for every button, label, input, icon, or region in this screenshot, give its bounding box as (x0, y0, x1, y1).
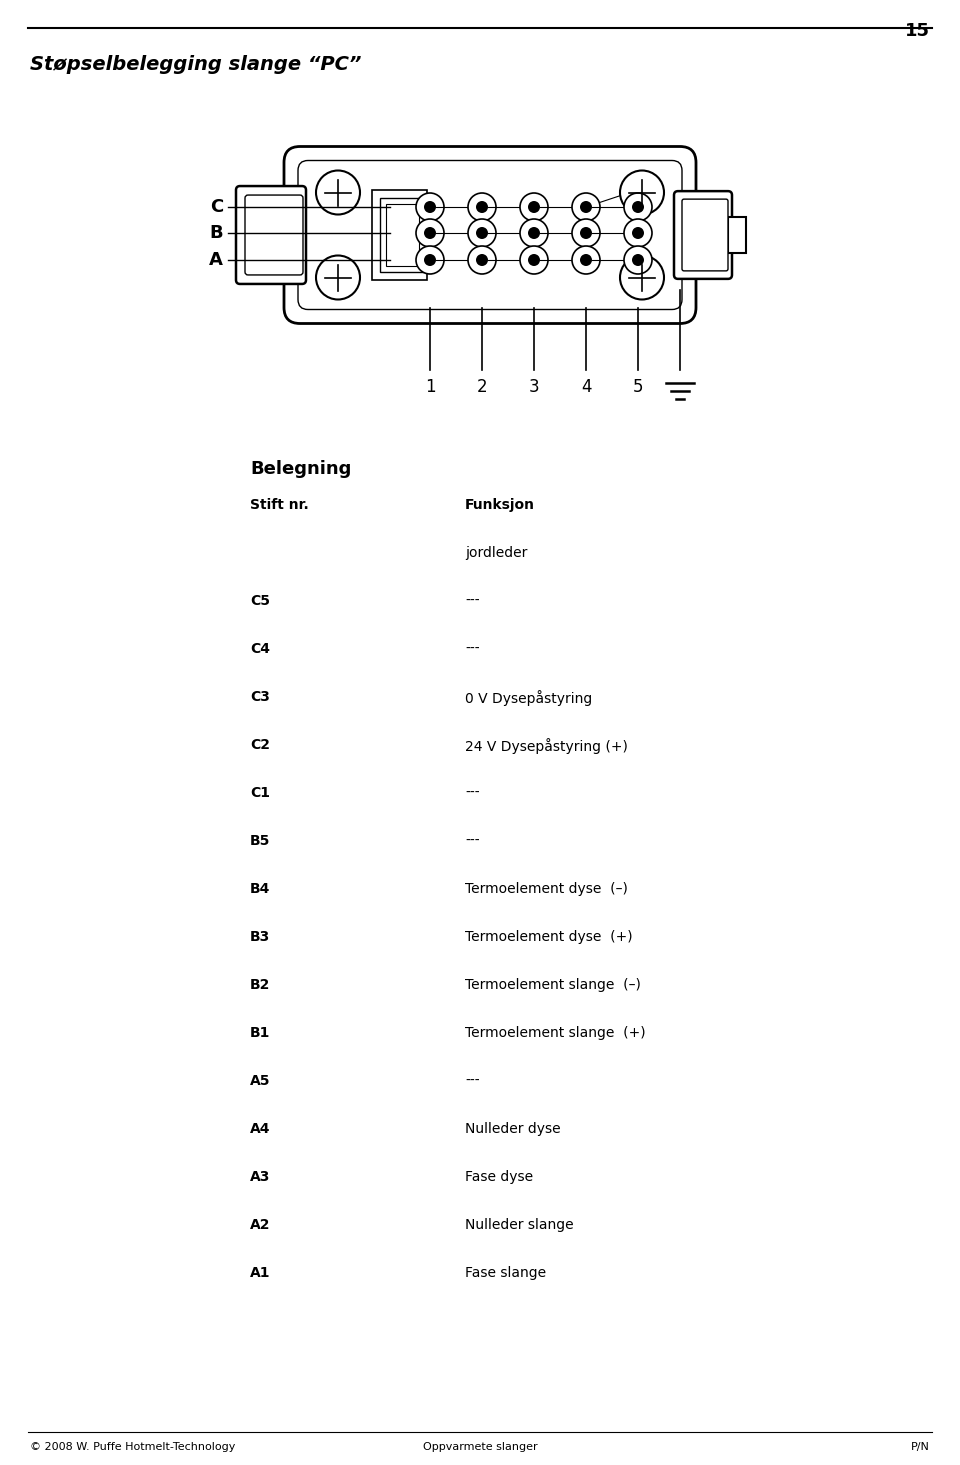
Text: jordleder: jordleder (465, 546, 527, 560)
Text: Støpselbelegging slange “PC”: Støpselbelegging slange “PC” (30, 56, 361, 75)
Circle shape (316, 170, 360, 214)
Text: Nulleder dyse: Nulleder dyse (465, 1122, 561, 1135)
Text: Stift nr.: Stift nr. (250, 498, 309, 511)
Circle shape (424, 201, 436, 212)
Text: Termoelement slange  (+): Termoelement slange (+) (465, 1026, 646, 1040)
Circle shape (528, 227, 540, 239)
Circle shape (624, 246, 652, 274)
Circle shape (624, 218, 652, 248)
Circle shape (528, 253, 540, 267)
Text: A4: A4 (250, 1122, 271, 1135)
Circle shape (468, 246, 496, 274)
Text: A3: A3 (250, 1171, 271, 1184)
Bar (372, 190, 427, 280)
Circle shape (528, 201, 540, 212)
Circle shape (580, 253, 592, 267)
Circle shape (572, 218, 600, 248)
Text: ---: --- (465, 1074, 480, 1088)
Text: 4: 4 (581, 378, 591, 396)
Text: B2: B2 (250, 979, 271, 992)
Text: 2: 2 (477, 378, 488, 396)
Circle shape (624, 193, 652, 221)
Text: Nulleder slange: Nulleder slange (465, 1217, 574, 1232)
Text: Fase dyse: Fase dyse (465, 1171, 533, 1184)
Circle shape (632, 253, 644, 267)
Text: ---: --- (465, 834, 480, 848)
Text: Termoelement slange  (–): Termoelement slange (–) (465, 979, 641, 992)
Circle shape (416, 193, 444, 221)
Circle shape (424, 253, 436, 267)
Text: C: C (209, 198, 223, 215)
Circle shape (580, 227, 592, 239)
Text: C2: C2 (250, 738, 270, 752)
Text: Fase slange: Fase slange (465, 1266, 546, 1280)
FancyBboxPatch shape (674, 190, 732, 278)
Text: A5: A5 (250, 1074, 271, 1088)
Circle shape (620, 170, 664, 214)
Circle shape (520, 218, 548, 248)
Bar (728, 217, 746, 253)
Circle shape (416, 218, 444, 248)
Circle shape (468, 193, 496, 221)
Text: 5: 5 (633, 378, 643, 396)
Text: C4: C4 (250, 642, 270, 656)
Circle shape (476, 201, 488, 212)
Text: 3: 3 (529, 378, 540, 396)
FancyBboxPatch shape (298, 161, 682, 309)
Circle shape (520, 193, 548, 221)
FancyBboxPatch shape (236, 186, 306, 284)
Circle shape (476, 253, 488, 267)
Circle shape (632, 201, 644, 212)
FancyBboxPatch shape (682, 199, 728, 271)
Text: A1: A1 (250, 1266, 271, 1280)
Text: Termoelement dyse  (+): Termoelement dyse (+) (465, 930, 633, 943)
Text: 15: 15 (905, 22, 930, 40)
Text: B4: B4 (250, 882, 271, 897)
Bar (380, 198, 425, 272)
Text: C3: C3 (250, 690, 270, 705)
Text: Termoelement dyse  (–): Termoelement dyse (–) (465, 882, 628, 897)
Circle shape (316, 255, 360, 299)
Text: B: B (209, 224, 223, 242)
Text: © 2008 W. Puffe Hotmelt‐Technology: © 2008 W. Puffe Hotmelt‐Technology (30, 1442, 235, 1452)
Text: B3: B3 (250, 930, 271, 943)
Text: B5: B5 (250, 834, 271, 848)
Circle shape (572, 193, 600, 221)
Circle shape (572, 246, 600, 274)
Text: Oppvarmete slanger: Oppvarmete slanger (422, 1442, 538, 1452)
Text: A: A (209, 251, 223, 270)
Text: C5: C5 (250, 593, 270, 608)
Text: 0 V Dysepåstyring: 0 V Dysepåstyring (465, 690, 592, 706)
Text: Belegning: Belegning (250, 460, 351, 478)
Circle shape (468, 218, 496, 248)
Text: C1: C1 (250, 787, 270, 800)
FancyBboxPatch shape (245, 195, 303, 275)
Bar (386, 204, 419, 267)
Text: 24 V Dysepåstyring (+): 24 V Dysepåstyring (+) (465, 738, 628, 754)
Text: Funksjon: Funksjon (465, 498, 535, 511)
Circle shape (580, 201, 592, 212)
Circle shape (424, 227, 436, 239)
Text: ---: --- (465, 642, 480, 656)
Circle shape (520, 246, 548, 274)
Text: B1: B1 (250, 1026, 271, 1040)
Circle shape (620, 255, 664, 299)
Text: P/N: P/N (911, 1442, 930, 1452)
Circle shape (632, 227, 644, 239)
Circle shape (476, 227, 488, 239)
Text: A2: A2 (250, 1217, 271, 1232)
Text: 1: 1 (424, 378, 435, 396)
Text: ---: --- (465, 787, 480, 800)
Text: ---: --- (465, 593, 480, 608)
Circle shape (416, 246, 444, 274)
FancyBboxPatch shape (284, 146, 696, 324)
